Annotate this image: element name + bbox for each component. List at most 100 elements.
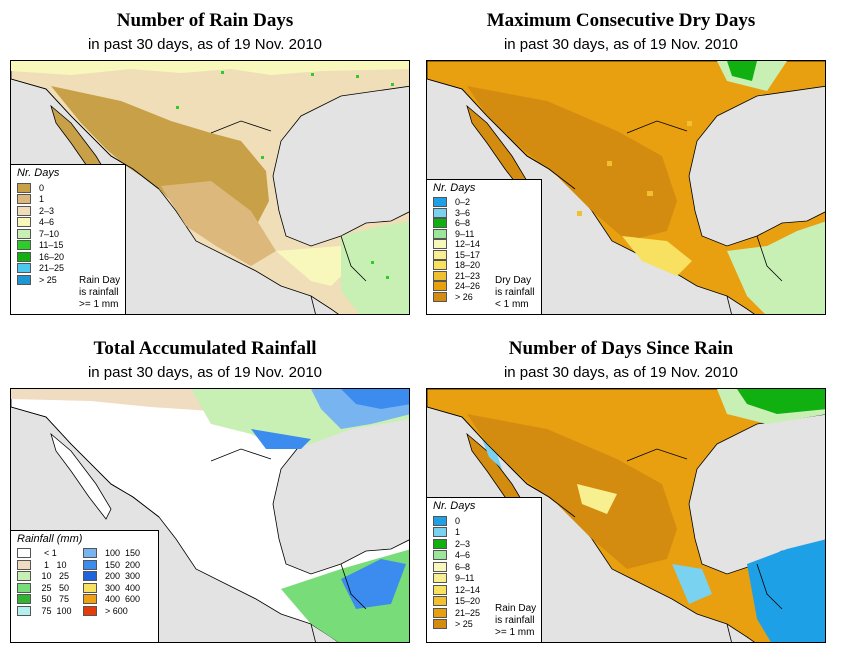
legend-label: 16–20 xyxy=(39,251,65,262)
legend-label: > 26 xyxy=(455,291,473,302)
map-rain-days[interactable]: Nr. Days 0 1 2–3 4–6 7–10 11–15 16–20 21… xyxy=(10,60,410,315)
legend-item: 1 10 xyxy=(17,559,83,570)
legend-item: 9–11 xyxy=(427,573,541,585)
legend-swatch xyxy=(17,605,31,616)
legend: Nr. Days 0 1 2–3 4–6 6–8 9–11 12–14 15–2… xyxy=(427,497,542,642)
legend-swatch xyxy=(17,228,31,239)
legend-item: 12–14 xyxy=(427,239,541,250)
legend-swatch xyxy=(17,217,31,228)
legend-swatch xyxy=(433,228,447,239)
legend-note-line: >= 1 mm xyxy=(79,299,119,310)
legend-item: 1 xyxy=(11,194,125,206)
legend-label: 0 xyxy=(455,515,461,526)
legend-item: 0–2 xyxy=(427,197,541,208)
legend-item: 400 600 xyxy=(83,594,149,604)
legend-label: 12–14 xyxy=(455,584,481,595)
legend-label: > 600 xyxy=(105,605,128,616)
legend-label: 400 600 xyxy=(105,594,141,604)
legend-label: 10 25 xyxy=(39,571,70,581)
legend-item: 11–15 xyxy=(11,240,125,252)
legend-item: 0 xyxy=(427,515,541,527)
legend-note: Dry Day is rainfall < 1 mm xyxy=(495,275,534,311)
legend-swatch xyxy=(433,239,447,250)
legend-swatch xyxy=(83,582,97,593)
legend-item: < 1 xyxy=(17,548,83,558)
legend-label: 4–6 xyxy=(455,550,471,561)
legend-label: 2–3 xyxy=(455,538,471,549)
legend-swatch xyxy=(17,194,31,205)
legend-swatch xyxy=(17,205,31,216)
legend-swatch xyxy=(433,550,447,561)
legend-item: 4–6 xyxy=(11,217,125,229)
legend-swatch xyxy=(17,571,31,581)
legend-swatch xyxy=(433,260,447,271)
legend-item: 2–3 xyxy=(427,538,541,550)
legend: Nr. Days 0–2 3–6 6–8 9–11 12–14 15–17 18… xyxy=(427,179,542,314)
legend-item: 150 200 xyxy=(83,559,149,570)
legend: Nr. Days 0 1 2–3 4–6 7–10 11–15 16–20 21… xyxy=(11,164,126,314)
legend-swatch xyxy=(83,605,97,616)
panel-subtitle: in past 30 days, as of 19 Nov. 2010 xyxy=(503,364,739,381)
legend-label: 100 150 xyxy=(105,548,141,558)
legend-label: < 1 xyxy=(39,548,57,558)
mexico-map xyxy=(11,61,409,314)
legend-title: Nr. Days xyxy=(433,500,476,512)
legend-item: > 25 xyxy=(11,274,125,286)
legend-swatch xyxy=(433,584,447,595)
legend-note-line: is rainfall xyxy=(79,287,119,298)
map-days-since-rain[interactable]: Nr. Days 0 1 2–3 4–6 6–8 9–11 12–14 15–2… xyxy=(426,388,826,643)
legend-title: Nr. Days xyxy=(433,182,476,194)
legend-item: 10 25 xyxy=(17,571,83,581)
legend-item: 15–20 xyxy=(427,596,541,608)
legend-label: 1 10 xyxy=(39,559,67,570)
legend-item: 12–14 xyxy=(427,584,541,596)
legend-label: 18–20 xyxy=(455,260,481,271)
legend-swatch xyxy=(17,582,31,593)
legend-label: 75 100 xyxy=(39,605,72,616)
panel-subtitle: in past 30 days, as of 19 Nov. 2010 xyxy=(503,36,739,53)
legend-item: 25 50 xyxy=(17,582,83,593)
legend-swatch xyxy=(433,596,447,607)
panel-rain-days: Number of Rain Days in past 30 days, as … xyxy=(0,0,410,325)
panel-title: Number of Days Since Rain xyxy=(508,338,734,359)
legend-item: 15–17 xyxy=(427,249,541,261)
panel-title: Number of Rain Days xyxy=(116,10,294,31)
legend-label: 25 50 xyxy=(39,582,70,593)
panel-dry-days: Maximum Consecutive Dry Days in past 30 … xyxy=(416,0,826,325)
legend-swatch xyxy=(433,515,447,526)
legend-swatch xyxy=(433,607,447,618)
legend-title: Rainfall (mm) xyxy=(17,533,83,545)
legend-swatch xyxy=(433,291,447,302)
legend-item: > 25 xyxy=(427,619,541,631)
legend-item: 6–8 xyxy=(427,218,541,229)
legend-label: 15–20 xyxy=(455,596,481,607)
legend-item: 24–26 xyxy=(427,281,541,292)
legend-item: 4–6 xyxy=(427,550,541,562)
legend-label: 21–23 xyxy=(455,270,481,281)
legend-swatch xyxy=(17,182,31,193)
legend-label: 12–14 xyxy=(455,239,481,250)
legend-swatch xyxy=(17,274,31,285)
legend-note: Rain Day is rainfall >= 1 mm xyxy=(495,603,536,639)
legend-swatch xyxy=(433,538,447,549)
legend-item: 7–10 xyxy=(11,228,125,240)
legend-swatch xyxy=(17,548,31,558)
legend-item: 21–25 xyxy=(427,607,541,619)
panel-title: Maximum Consecutive Dry Days xyxy=(486,10,756,31)
legend-item: 9–11 xyxy=(427,228,541,240)
legend-note-line: >= 1 mm xyxy=(495,627,535,638)
legend-label: 2–3 xyxy=(39,205,55,216)
legend-label: 1 xyxy=(455,527,461,538)
legend-item: 300 400 xyxy=(83,582,149,593)
map-rainfall[interactable]: Rainfall (mm) < 1 100 150 1 10 150 200 1… xyxy=(10,388,410,643)
legend-label: 21–25 xyxy=(455,607,481,618)
legend-label: 200 300 xyxy=(105,571,141,581)
panel-subtitle: in past 30 days, as of 19 Nov. 2010 xyxy=(87,364,323,381)
legend-item: 0 xyxy=(11,182,125,194)
legend: Rainfall (mm) < 1 100 150 1 10 150 200 1… xyxy=(11,530,159,642)
legend-note-line: is rainfall xyxy=(495,615,535,626)
map-dry-days[interactable]: Nr. Days 0–2 3–6 6–8 9–11 12–14 15–17 18… xyxy=(426,60,826,315)
legend-label: 7–10 xyxy=(39,228,60,239)
legend-label: 15–17 xyxy=(455,249,481,260)
legend-label: > 25 xyxy=(39,274,57,285)
